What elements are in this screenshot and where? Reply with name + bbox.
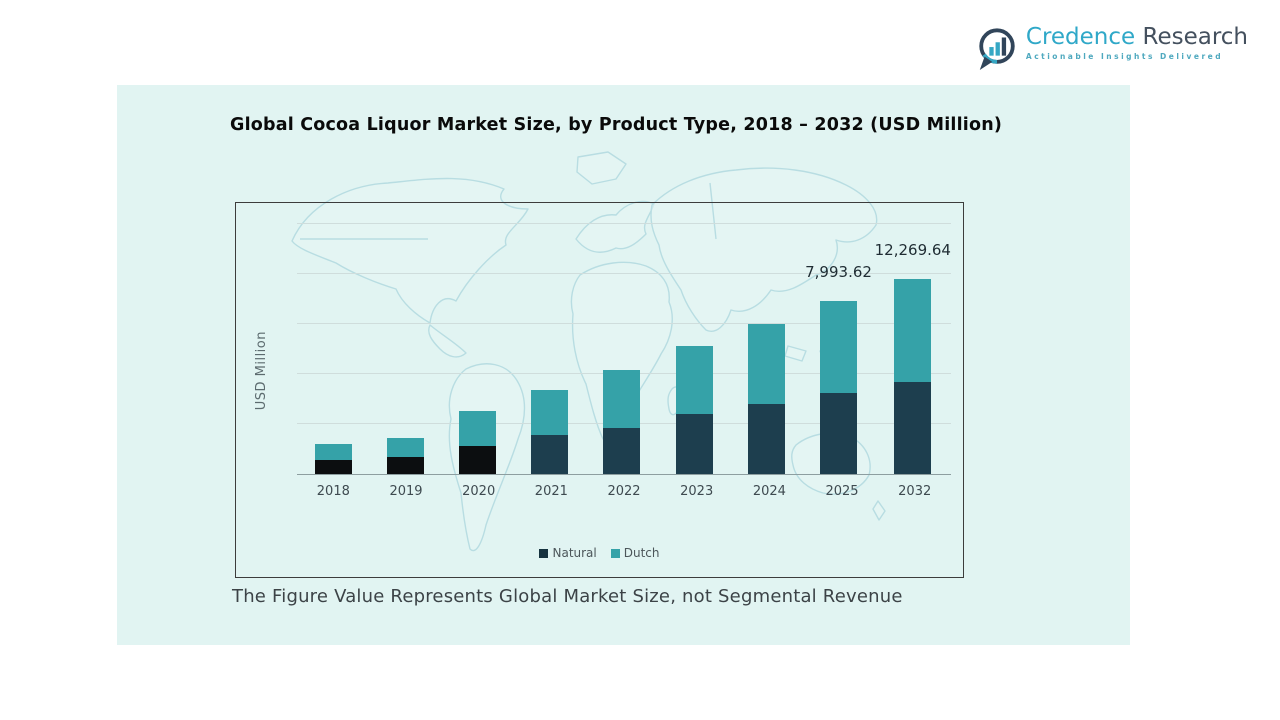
- natural-segment: [531, 435, 569, 474]
- x-axis-tick-label: 2022: [607, 484, 641, 499]
- dutch-segment: [386, 438, 424, 457]
- brand-name-primary: Credence: [1025, 24, 1136, 50]
- legend-swatch: [539, 548, 549, 558]
- bar-column: 12,269.64: [875, 203, 951, 474]
- natural-segment: [459, 446, 496, 474]
- brand-name: Credence Research: [1026, 24, 1248, 50]
- gridline: [297, 323, 951, 324]
- brand-name-secondary: Research: [1142, 24, 1249, 50]
- stacked-bar: [747, 324, 785, 474]
- natural-segment: [894, 382, 932, 474]
- brand-logo: Credence Research Actionable Insights De…: [975, 24, 1248, 72]
- x-axis-tick-label: 2020: [462, 484, 496, 499]
- stacked-bar: [459, 411, 496, 474]
- legend-item: Natural: [539, 546, 597, 560]
- y-axis-label: USD Million: [254, 331, 269, 411]
- x-axis-tick-label: 2019: [389, 484, 423, 499]
- natural-segment: [603, 428, 641, 474]
- bar-column: [514, 203, 586, 474]
- legend-item: Dutch: [610, 546, 660, 560]
- x-axis-line: [297, 474, 951, 475]
- dutch-segment: [820, 301, 858, 393]
- gridline: [297, 273, 951, 274]
- stacked-bar: [820, 301, 858, 474]
- bar-value-label: 12,269.64: [874, 241, 951, 259]
- x-axis-tick-label: 2023: [680, 484, 714, 499]
- bar-column: 7,993.62: [802, 203, 874, 474]
- dutch-segment: [314, 444, 352, 460]
- bar-column: [441, 203, 513, 474]
- bar-value-label: 7,993.62: [805, 263, 872, 281]
- dutch-segment: [459, 411, 496, 446]
- bars-container: 7,993.62 12,269.64: [297, 203, 951, 474]
- dutch-segment: [747, 324, 785, 404]
- stacked-bar: [675, 346, 713, 474]
- x-axis-tick-label: 2021: [534, 484, 568, 499]
- plot-area: 7,993.62 12,269.64 2018 2019 2020 2021 2022 20…: [297, 203, 951, 503]
- x-axis-tick-label: 2018: [316, 484, 350, 499]
- x-axis-tick-label: 2024: [752, 484, 786, 499]
- natural-segment: [314, 460, 352, 474]
- bar-column: [658, 203, 730, 474]
- gridline: [297, 223, 951, 224]
- chart-card: Global Cocoa Liquor Market Size, by Prod…: [117, 85, 1130, 645]
- natural-segment: [820, 393, 858, 474]
- x-axis-tick-label: 2032: [898, 484, 932, 499]
- bar-column: [369, 203, 441, 474]
- stacked-bar: [531, 390, 569, 474]
- bar-column: [297, 203, 369, 474]
- natural-segment: [747, 404, 785, 474]
- plot-frame: USD Million 7,993.62 12,269.64 2018 2019 20…: [235, 202, 964, 578]
- stacked-bar: [603, 370, 641, 474]
- x-axis-tick-label: 2025: [825, 484, 859, 499]
- footnote: The Figure Value Represents Global Marke…: [232, 586, 903, 607]
- natural-segment: [386, 457, 424, 474]
- dutch-segment: [531, 390, 569, 435]
- dutch-segment: [675, 346, 713, 414]
- stacked-bar: [894, 279, 932, 474]
- dutch-segment: [603, 370, 641, 428]
- x-axis-labels: 2018 2019 2020 2021 2022 2023 2024 2025 2032: [297, 475, 951, 499]
- stacked-bar: [386, 438, 424, 474]
- legend-swatch: [610, 548, 620, 558]
- dutch-segment: [894, 279, 932, 382]
- legend-label: Natural: [552, 546, 597, 560]
- brand-tagline: Actionable Insights Delivered: [1025, 52, 1224, 61]
- bar-column: [586, 203, 658, 474]
- legend: Natural Dutch: [236, 546, 963, 560]
- legend-label: Dutch: [623, 546, 660, 560]
- bar-column: [730, 203, 802, 474]
- chart-title: Global Cocoa Liquor Market Size, by Prod…: [230, 115, 1003, 135]
- stacked-bar: [314, 444, 352, 474]
- natural-segment: [675, 414, 713, 474]
- bar-chart-bubble-icon: [979, 28, 1015, 70]
